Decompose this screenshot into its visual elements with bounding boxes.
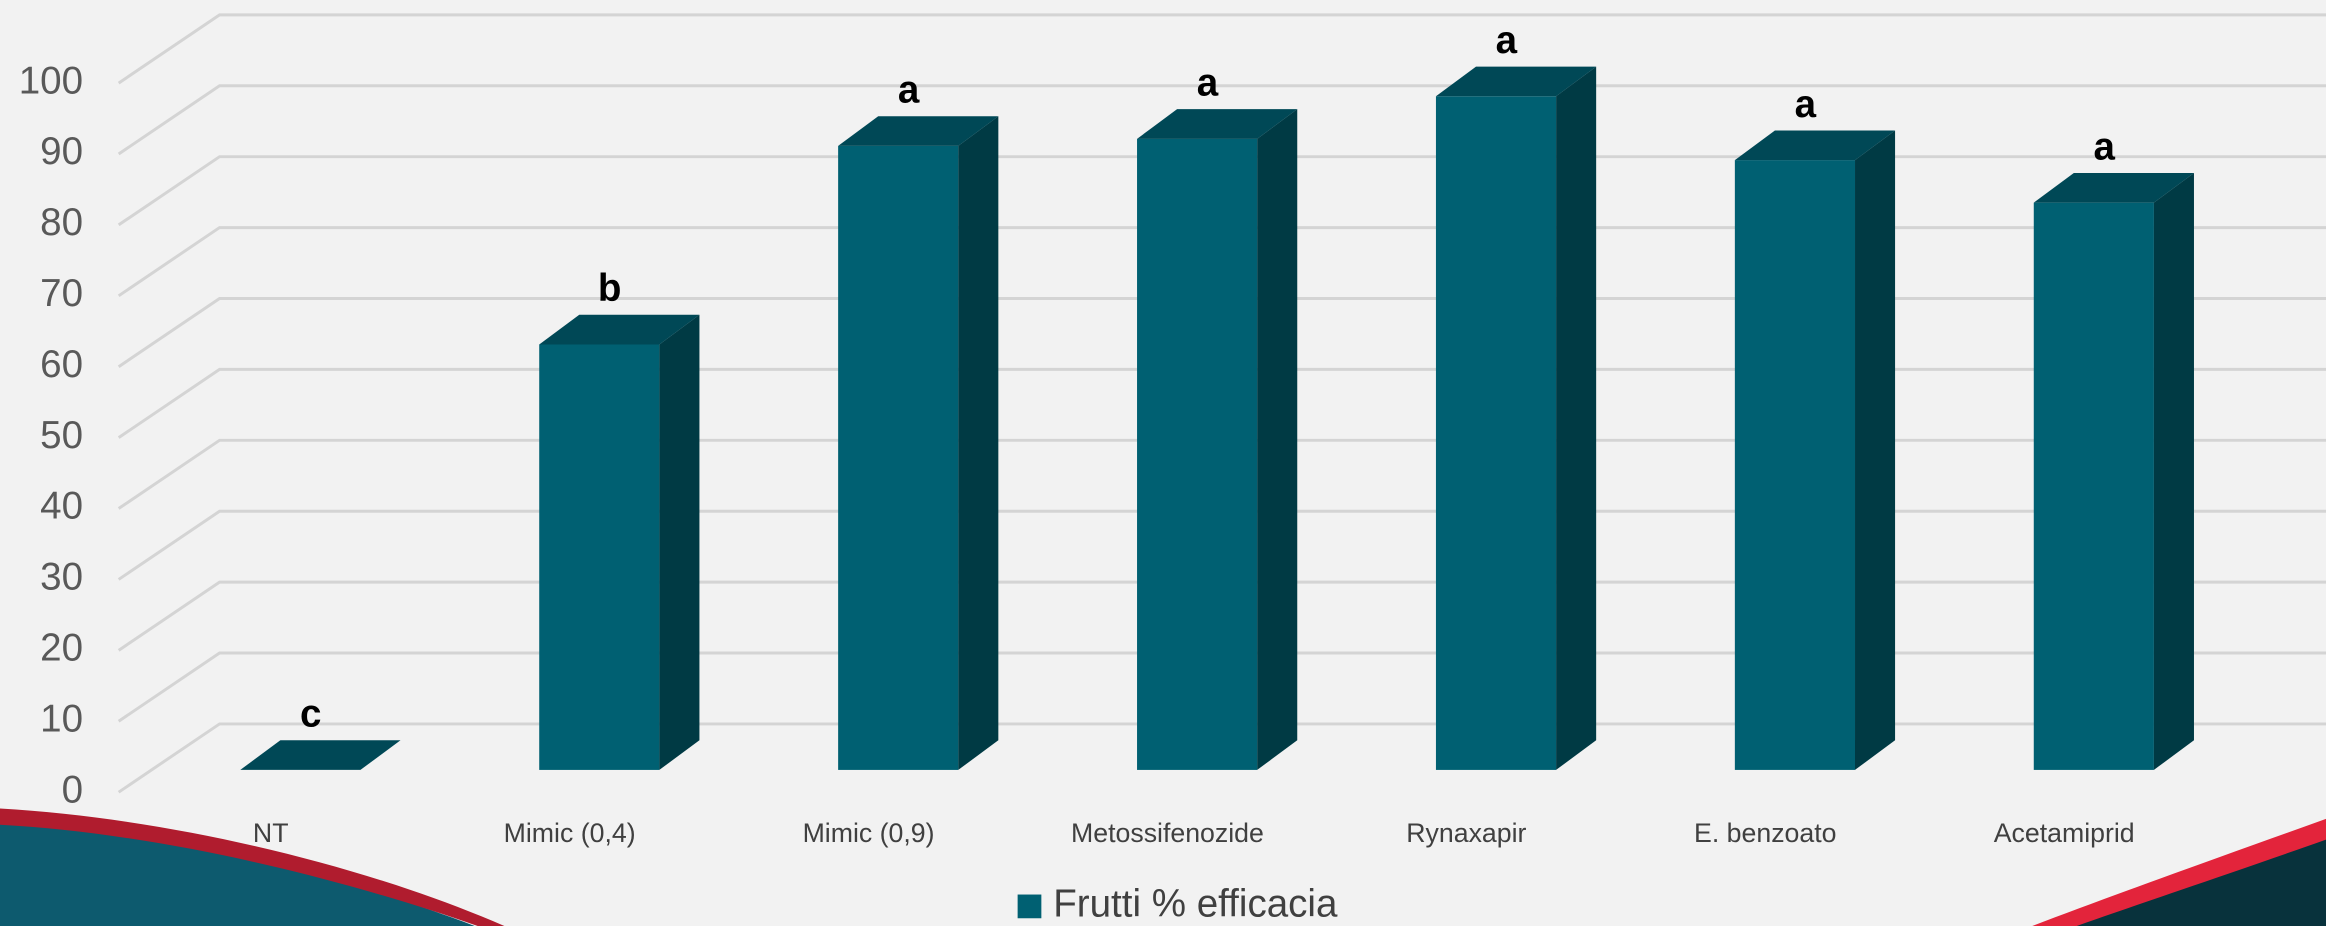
y-tick-label: 100 [19, 59, 83, 102]
bar-top [1734, 130, 1896, 161]
legend-swatch [1017, 894, 1042, 919]
grid-line [117, 509, 2326, 581]
annotation: b [598, 267, 622, 310]
bar-side [659, 314, 700, 770]
bar-top [1137, 109, 1298, 139]
bar-top [539, 314, 700, 345]
y-tick-label: 70 [40, 272, 83, 315]
x-tick-label: Mimic (0,9) [803, 818, 935, 848]
grid-line [117, 438, 2326, 510]
decor-wave [0, 818, 475, 926]
y-tick-label: 40 [40, 485, 83, 528]
grid-line [117, 226, 2326, 298]
bar-top [1435, 66, 1597, 97]
decor-stripe [0, 808, 505, 926]
annotation: a [1496, 19, 1518, 62]
grid-line [117, 580, 2326, 652]
decor-corner-dark [2076, 839, 2326, 926]
x-tick-label: Acetamiprid [1994, 818, 2135, 848]
grid-line [117, 297, 2326, 368]
bar-top [838, 116, 999, 146]
grid-line [117, 155, 2326, 227]
x-tick-label: Mimic (0,4) [504, 818, 636, 848]
grid-line [117, 84, 2326, 156]
y-tick-label: 0 [62, 768, 83, 811]
plot-area: 0 10 20 30 40 50 60 70 80 90 100 NT c Mimic (0,4) b Mim… [19, 13, 2326, 848]
grid-line [117, 651, 2326, 723]
bar-side [2153, 172, 2194, 770]
bar-side [1257, 109, 1298, 770]
annotation: a [1197, 62, 1219, 105]
annotation: a [898, 69, 920, 112]
bar-side [958, 116, 999, 770]
bar-side [1855, 130, 1896, 770]
y-tick-label: 60 [40, 343, 83, 386]
y-tick-label: 20 [40, 627, 83, 670]
grid-line [117, 367, 2326, 439]
annotation: a [1795, 83, 1817, 126]
y-tick-label: 30 [40, 556, 83, 599]
bar-top [240, 740, 401, 770]
bar-front [1435, 96, 1557, 770]
y-tick-label: 80 [40, 201, 83, 244]
y-tick-label: 90 [40, 130, 83, 173]
x-tick-label: Metossifenozide [1071, 818, 1264, 848]
x-tick-label: NT [253, 818, 289, 848]
annotation: c [300, 693, 321, 736]
x-tick-label: E. benzoato [1694, 818, 1836, 848]
annotation: a [2094, 125, 2116, 168]
bar-front [1137, 138, 1258, 770]
bar-front [2033, 202, 2154, 770]
grid-line [117, 13, 2326, 85]
x-tick-label: Rynaxapir [1406, 818, 1526, 848]
legend-label: Frutti % efficacia [1053, 883, 1338, 926]
bar-front [1734, 160, 1856, 770]
y-tick-label: 50 [40, 414, 83, 457]
bar-front [838, 145, 959, 770]
bar-side [1556, 66, 1597, 770]
y-tick-label: 10 [40, 697, 83, 740]
bar-front [539, 344, 660, 770]
bar-top [2033, 172, 2194, 203]
grid-line [117, 722, 2326, 794]
